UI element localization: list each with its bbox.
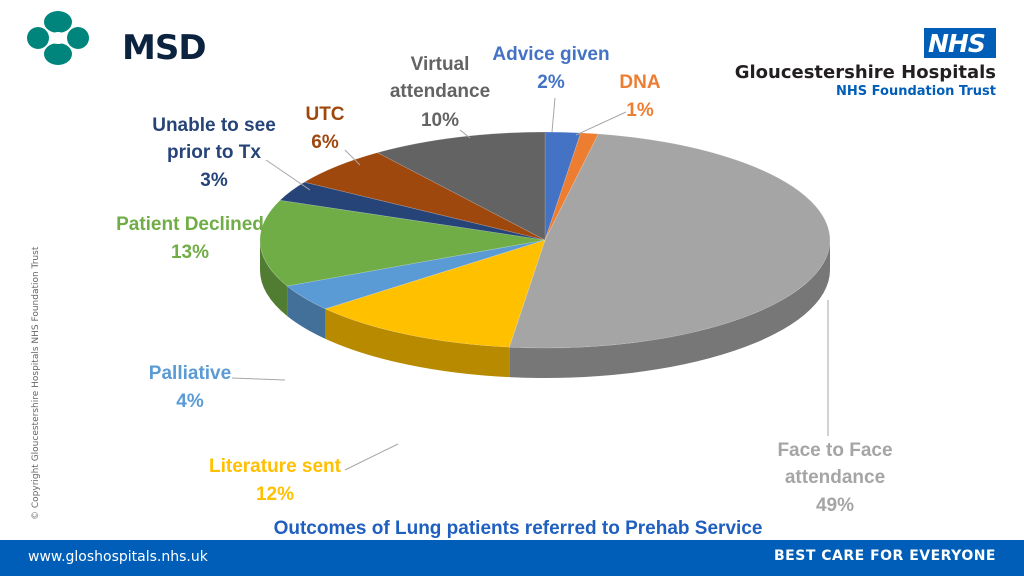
pie-slice-face-to-face-attendance — [508, 133, 831, 349]
data-value-palliative: 4% — [176, 391, 204, 412]
footer-url[interactable]: www.gloshospitals.nhs.uk — [28, 549, 208, 565]
leader-line-palliative — [231, 377, 286, 381]
footer-tagline: BEST CARE FOR EVERYONE — [774, 548, 996, 564]
trust-subtitle: NHS Foundation Trust — [836, 84, 996, 99]
data-label-utc: UTC — [305, 104, 344, 125]
leader-line-literature-sent — [344, 443, 399, 471]
leader-line-virtual-attendance — [459, 129, 471, 139]
data-value-face-to-face-attendance: 49% — [816, 495, 854, 516]
data-label-face-to-face-attendance: Face to Face attendance — [777, 440, 892, 488]
nhs-badge-text: NHS — [928, 29, 986, 58]
leader-line-dna — [575, 111, 627, 136]
pie-slice-virtual-attendance — [376, 131, 546, 241]
data-value-advice-given: 2% — [537, 72, 565, 93]
msd-logo-icon — [27, 11, 89, 65]
footer-bar: www.gloshospitals.nhs.uk BEST CARE FOR E… — [0, 540, 1024, 576]
data-value-utc: 6% — [311, 132, 339, 153]
data-label-advice-given: Advice given — [492, 44, 609, 65]
pie-slice-utc — [303, 152, 546, 241]
pie-slice-unable-to-see-prior-to-tx — [279, 181, 546, 241]
pie-slice-literature-sent — [324, 239, 546, 348]
leader-line-advice-given — [551, 97, 556, 133]
data-label-patient-declined: Patient Declined — [116, 214, 264, 235]
data-value-literature-sent: 12% — [256, 484, 294, 505]
pie-side-literature-sent — [325, 308, 510, 378]
nhs-badge: NHS — [924, 28, 996, 58]
pie-side-patient-declined — [260, 240, 288, 316]
chart-title: Outcomes of Lung patients referred to Pr… — [273, 518, 763, 539]
pie-slice-patient-declined — [259, 199, 546, 287]
data-label-dna: DNA — [619, 72, 660, 93]
trust-name: Gloucestershire Hospitals — [734, 62, 996, 83]
data-value-patient-declined: 13% — [171, 242, 209, 263]
pie-side-face-to-face-attendance — [509, 240, 830, 378]
data-label-virtual-attendance: Virtual attendance — [390, 54, 490, 102]
leader-line-unable-to-see-prior-to-tx — [265, 159, 311, 191]
data-value-dna: 1% — [626, 100, 654, 121]
data-label-unable-to-see-prior-to-tx: Unable to see prior to Tx — [152, 115, 276, 163]
msd-logo-text: MSD — [122, 28, 207, 68]
pie-slice-palliative — [286, 239, 546, 310]
data-label-literature-sent: Literature sent — [209, 456, 342, 477]
pie-side-palliative — [287, 285, 326, 339]
msd-logo: MSD — [26, 10, 207, 68]
data-label-palliative: Palliative — [149, 363, 231, 384]
leader-line-utc — [344, 149, 361, 166]
pie-chart: Advice given 2% DNA 1% Face to Face attendanc… — [116, 44, 892, 516]
data-value-virtual-attendance: 10% — [421, 110, 459, 131]
data-value-unable-to-see-prior-to-tx: 3% — [200, 170, 228, 191]
